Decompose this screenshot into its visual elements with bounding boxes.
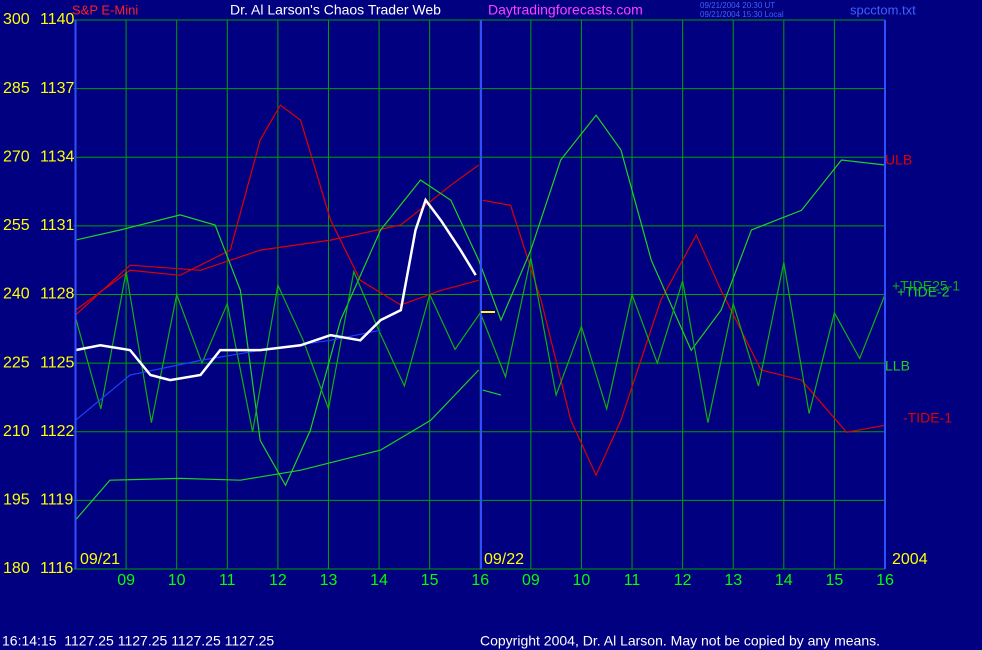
x-tick-label: 11	[219, 572, 236, 589]
x-tick-label: 12	[674, 572, 692, 589]
series-label: +TIDE25-1	[892, 278, 960, 294]
series-line	[482, 199, 886, 477]
timestamp: 09/21/2004 20:30 UT	[700, 1, 775, 10]
y2-tick-label: 1131	[40, 217, 75, 234]
y2-tick-label: 1137	[40, 80, 75, 97]
x-tick-label: 16	[876, 572, 894, 589]
y-tick-label: 180	[3, 560, 30, 577]
y2-tick-label: 1116	[40, 560, 73, 577]
chart-title: Dr. Al Larson's Chaos Trader Web	[230, 2, 441, 18]
x-tick-label: 14	[775, 572, 793, 589]
y2-tick-label: 1140	[40, 11, 75, 28]
status-line: 16:14:15 1127.25 1127.25 1127.25 1127.25	[2, 633, 274, 649]
series-line	[482, 389, 502, 396]
date-label: 09/21	[80, 551, 120, 568]
y2-tick-label: 1134	[40, 148, 75, 165]
x-tick-label: 10	[573, 572, 591, 589]
x-tick-label: 14	[370, 572, 388, 589]
series-line	[75, 197, 477, 382]
series-label: +TIDE-2	[897, 284, 950, 300]
y2-tick-label: 1119	[40, 492, 73, 509]
y-tick-label: 285	[3, 80, 30, 97]
series-line	[75, 104, 479, 311]
y-tick-label: 240	[3, 286, 30, 303]
y-tick-label: 225	[3, 354, 30, 371]
copyright: Copyright 2004, Dr. Al Larson. May not b…	[480, 633, 880, 649]
y2-tick-label: 1128	[40, 286, 75, 303]
series-line	[75, 164, 480, 316]
series-line	[75, 329, 381, 421]
x-tick-label: 16	[471, 572, 489, 589]
x-tick-label: 12	[269, 572, 287, 589]
x-tick-label: 15	[826, 572, 844, 589]
y-tick-label: 195	[3, 492, 30, 509]
y-tick-label: 210	[3, 423, 30, 440]
x-tick-label: 10	[168, 572, 186, 589]
x-tick-label: 13	[724, 572, 742, 589]
y2-tick-label: 1125	[40, 354, 75, 371]
y-tick-label: 300	[3, 11, 30, 28]
website: Daytradingforecasts.com	[488, 2, 643, 18]
series-label: LLB	[885, 358, 910, 374]
source-label: S&P E-Mini	[72, 2, 138, 17]
y-tick-label: 270	[3, 148, 30, 165]
x-tick-label: 13	[320, 572, 338, 589]
timestamp: 09/21/2004 15:30 Local	[700, 10, 784, 19]
series-line	[75, 114, 886, 487]
date-label: 09/22	[484, 551, 524, 568]
y2-tick-label: 1122	[40, 423, 75, 440]
file-name: spcctom.txt	[850, 2, 916, 17]
x-tick-label: 11	[624, 572, 641, 589]
x-tick-label: 09	[117, 572, 135, 589]
series-line	[75, 369, 480, 521]
y-tick-label: 255	[3, 217, 30, 234]
series-label: ULB	[885, 152, 912, 168]
series-label: -TIDE-1	[903, 410, 952, 426]
x-tick-label: 09	[522, 572, 540, 589]
date-label: 2004	[892, 551, 928, 568]
x-tick-label: 15	[421, 572, 439, 589]
